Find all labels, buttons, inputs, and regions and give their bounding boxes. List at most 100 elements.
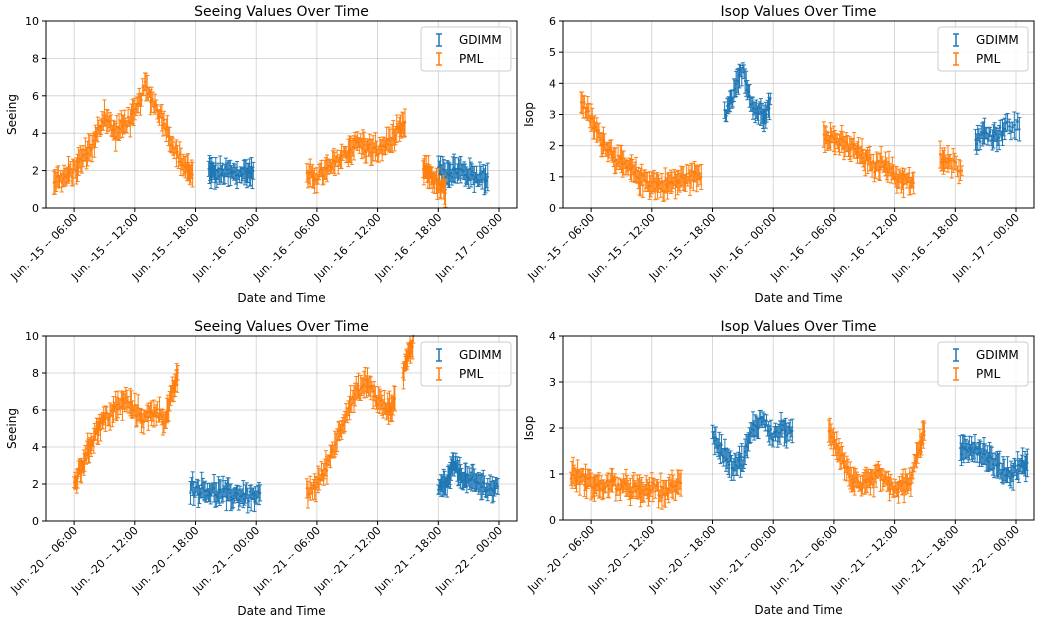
data-point	[218, 491, 221, 494]
data-point	[728, 463, 731, 466]
data-point	[653, 187, 657, 191]
data-point	[154, 413, 158, 417]
data-point	[176, 371, 179, 374]
data-point	[306, 177, 310, 181]
y-tick-label: 6	[549, 15, 556, 28]
data-point	[254, 493, 257, 496]
data-point	[220, 173, 223, 176]
data-point	[759, 416, 763, 420]
data-point	[652, 180, 656, 183]
data-point	[143, 80, 147, 83]
data-point	[740, 75, 743, 79]
data-point	[1004, 121, 1008, 125]
data-point	[84, 458, 88, 461]
data-point	[597, 129, 601, 132]
x-tick-label: Jun. -17 -- 00:00	[949, 211, 1022, 284]
data-point	[638, 485, 641, 488]
y-tick-label: 2	[32, 478, 39, 491]
data-point	[312, 483, 315, 486]
data-point	[649, 489, 652, 493]
data-point	[661, 486, 665, 490]
data-point	[222, 490, 226, 493]
data-point	[620, 157, 623, 161]
data-point	[623, 162, 627, 165]
data-point	[103, 111, 106, 115]
data-point	[189, 491, 192, 495]
data-point	[978, 140, 982, 143]
data-point	[641, 490, 645, 493]
data-point	[688, 181, 692, 185]
data-point	[894, 175, 897, 178]
data-point	[776, 435, 779, 439]
data-point	[72, 164, 76, 167]
data-point	[741, 464, 745, 467]
data-point	[670, 482, 674, 485]
data-point	[113, 128, 116, 132]
data-point	[99, 125, 103, 128]
data-point	[61, 177, 65, 180]
data-point	[122, 399, 125, 402]
legend: GDIMM PML	[420, 26, 512, 72]
data-point	[696, 174, 700, 177]
data-point	[335, 155, 339, 158]
data-point	[191, 482, 194, 485]
data-point	[671, 181, 675, 185]
data-point	[658, 494, 661, 498]
data-point	[57, 175, 60, 179]
data-point	[203, 489, 207, 493]
y-axis-label: Seeing	[5, 94, 19, 135]
data-point	[207, 493, 210, 497]
data-point	[682, 177, 685, 180]
data-point	[595, 484, 598, 487]
data-point	[667, 488, 670, 492]
data-point	[893, 177, 896, 181]
data-point	[689, 174, 693, 177]
data-point	[860, 149, 864, 153]
data-point	[130, 113, 133, 116]
data-point	[997, 136, 1001, 139]
data-point	[673, 176, 676, 179]
data-point	[478, 482, 482, 485]
y-tick-label: 2	[32, 165, 39, 178]
data-point	[1003, 127, 1006, 131]
data-point	[992, 466, 996, 470]
data-point	[908, 180, 911, 183]
data-point	[680, 175, 684, 178]
data-point	[685, 172, 688, 176]
data-point	[633, 485, 637, 488]
data-point	[624, 481, 628, 484]
data-point	[448, 174, 451, 177]
data-point	[140, 98, 143, 102]
data-point	[967, 450, 970, 453]
data-point	[228, 491, 231, 494]
data-point	[999, 126, 1002, 129]
data-point	[983, 453, 987, 456]
data-point	[132, 111, 135, 115]
data-point	[859, 154, 863, 157]
data-point	[1008, 125, 1011, 128]
data-point	[986, 457, 989, 460]
data-point	[674, 184, 677, 187]
data-point	[470, 170, 474, 173]
data-point	[375, 401, 378, 404]
data-point	[651, 488, 655, 492]
data-point	[718, 444, 721, 447]
data-point	[678, 480, 682, 483]
data-point	[980, 456, 983, 459]
data-point	[174, 146, 177, 149]
data-point	[313, 179, 316, 182]
data-point	[305, 171, 308, 175]
y-tick-label: 5	[549, 46, 556, 59]
data-point	[446, 171, 449, 174]
data-point	[362, 383, 366, 386]
data-point	[160, 116, 163, 119]
data-point	[315, 481, 319, 484]
data-point	[237, 173, 240, 176]
data-point	[841, 139, 845, 142]
data-point	[637, 176, 640, 180]
data-point	[834, 446, 837, 449]
data-point	[467, 479, 470, 482]
